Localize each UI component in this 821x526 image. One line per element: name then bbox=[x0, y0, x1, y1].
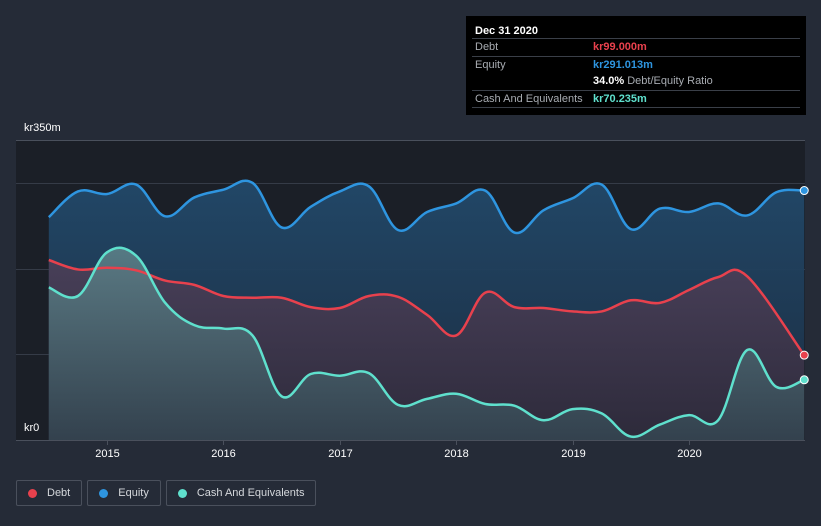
tooltip-equity-value: kr291.013m bbox=[593, 58, 653, 71]
tooltip-debt-label: Debt bbox=[475, 41, 499, 53]
debt-dot-icon bbox=[28, 488, 37, 498]
legend-debt-label: Debt bbox=[47, 487, 71, 499]
tooltip-cash-value: kr70.235m bbox=[593, 92, 647, 105]
x-tick-label: 2016 bbox=[211, 448, 235, 460]
legend-cash-label: Cash And Equivalents bbox=[196, 487, 305, 499]
cash-dot-icon bbox=[177, 488, 187, 498]
legend-item-cash[interactable]: Cash And Equivalents bbox=[165, 480, 317, 506]
x-tick-label: 2015 bbox=[95, 448, 119, 460]
cash-and-equivalents-end-marker bbox=[799, 375, 809, 385]
equity-line bbox=[47, 179, 805, 235]
tooltip-row-debt: Debt kr99.000m bbox=[472, 38, 800, 56]
tooltip-row-ratio: 34.0% Debt/Equity Ratio bbox=[472, 73, 800, 90]
x-tick-label: 2020 bbox=[677, 448, 701, 460]
y-tick-label-max: kr350m bbox=[24, 122, 61, 134]
tooltip-panel: Dec 31 2020 Debt kr99.000m Equity kr291.… bbox=[466, 16, 806, 115]
tooltip-debt-value: kr99.000m bbox=[593, 41, 647, 53]
x-tick-label: 2017 bbox=[328, 448, 352, 460]
legend-item-debt[interactable]: Debt bbox=[16, 480, 83, 506]
tooltip-date: Dec 31 2020 bbox=[475, 25, 538, 37]
equity-dot-icon bbox=[99, 488, 109, 498]
cash-and-equivalents-line bbox=[48, 246, 805, 439]
tooltip-equity-label: Equity bbox=[475, 58, 506, 71]
tooltip-ratio-label: Debt/Equity Ratio bbox=[627, 75, 713, 87]
debt-line bbox=[48, 258, 806, 356]
legend-item-equity[interactable]: Equity bbox=[87, 480, 161, 506]
tooltip-row-cash: Cash And Equivalents kr70.235m bbox=[472, 89, 800, 108]
equity-end-marker bbox=[799, 186, 809, 196]
cash-and-equivalents-area bbox=[48, 247, 805, 440]
tooltip-cash-label: Cash And Equivalents bbox=[475, 92, 583, 105]
legend: Debt Equity Cash And Equivalents bbox=[16, 480, 317, 506]
legend-equity-label: Equity bbox=[118, 487, 149, 499]
x-tick-label: 2019 bbox=[561, 448, 585, 460]
x-tick-label: 2018 bbox=[444, 448, 468, 460]
debt-end-marker bbox=[799, 350, 809, 360]
tooltip-row-equity: Equity kr291.013m bbox=[472, 55, 800, 74]
y-tick-label-zero: kr0 bbox=[24, 422, 40, 434]
tooltip-ratio-value: 34.0% bbox=[593, 75, 625, 87]
